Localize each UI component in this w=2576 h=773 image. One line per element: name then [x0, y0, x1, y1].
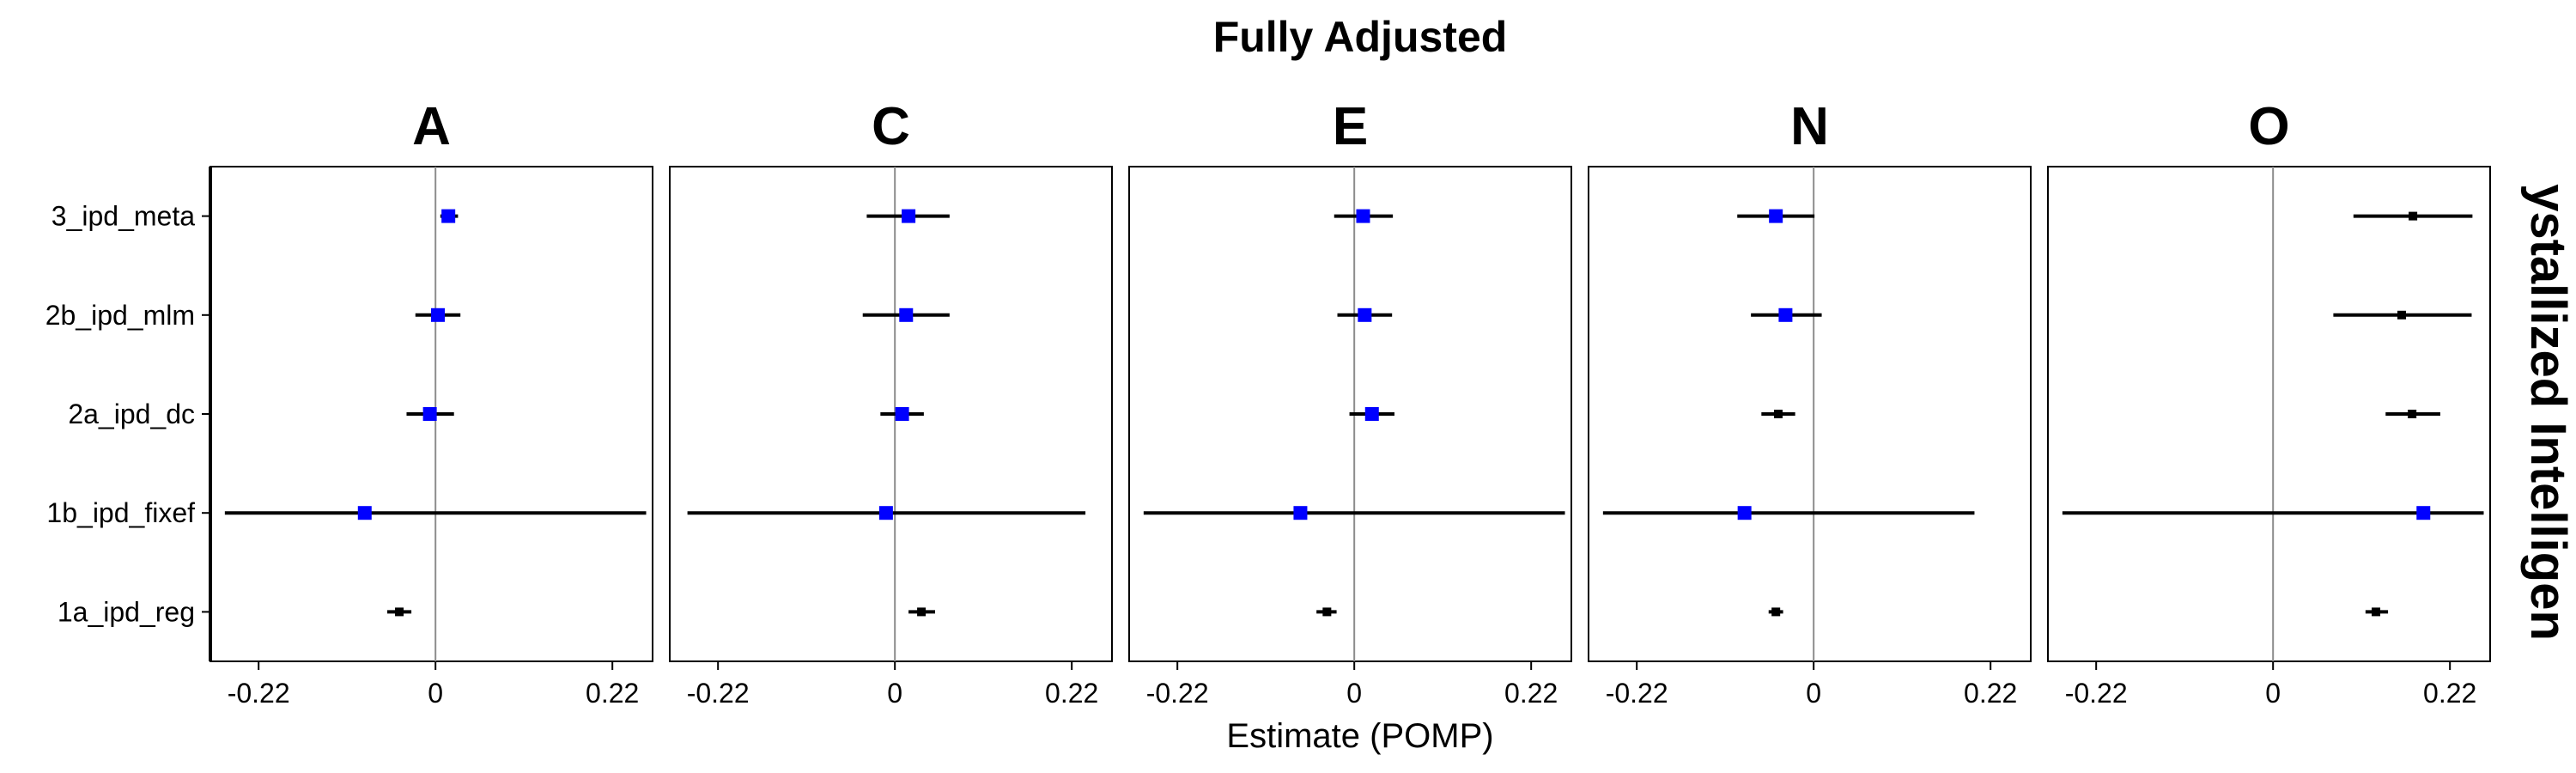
x-tick-label: 0.22: [1964, 678, 2017, 709]
point-estimate: [430, 307, 445, 322]
point-estimate: [1356, 209, 1370, 223]
point-estimate: [395, 607, 404, 617]
x-tick-label: 0.22: [2423, 678, 2476, 709]
point-estimate: [878, 506, 893, 520]
point-estimate: [357, 506, 372, 520]
facet-n: N -0.22 0 0.22: [1588, 97, 2032, 709]
chart-title: Fully Adjusted: [1213, 13, 1508, 61]
x-tick-label: -0.22: [687, 678, 750, 709]
point-estimate: [422, 407, 437, 421]
y-tick-label: 2b_ipd_mlm: [46, 300, 195, 331]
x-tick-label: 0: [2265, 678, 2281, 709]
point-estimate: [899, 307, 914, 322]
x-tick-label: -0.22: [1146, 678, 1209, 709]
point-estimate: [2416, 506, 2431, 520]
facet-a: A -0.22 0 0.22: [210, 97, 653, 709]
point-estimate: [1358, 307, 1372, 322]
facet-c: C -0.22 0 0.22: [669, 97, 1113, 709]
point-estimate: [1778, 307, 1793, 322]
y-tick-label: 2a_ipd_dc: [68, 399, 195, 429]
point-estimate: [2409, 211, 2418, 221]
y-tick-label: 3_ipd_meta: [52, 201, 195, 232]
point-estimate: [902, 209, 916, 223]
x-tick-label: -0.22: [2065, 678, 2128, 709]
point-estimate: [1364, 407, 1379, 421]
facet-title: N: [1790, 97, 1829, 156]
point-estimate: [895, 407, 909, 421]
x-tick-label: -0.22: [228, 678, 290, 709]
point-estimate: [1771, 607, 1781, 617]
x-tick-label: 0.22: [586, 678, 639, 709]
facet-panels: 3_ipd_meta 2b_ipd_mlm 2a_ipd_dc 1b_ipd_fixe…: [46, 97, 2491, 709]
point-estimate: [441, 209, 456, 223]
x-tick-label: 0.22: [1504, 678, 1558, 709]
y-tick-label: 1b_ipd_fixef: [46, 497, 195, 528]
point-estimate: [1773, 410, 1783, 418]
facet-title: C: [872, 97, 910, 156]
facet-o: O -0.22 0 0.22: [2047, 97, 2491, 709]
point-estimate: [1322, 607, 1332, 617]
facet-title: A: [412, 97, 451, 156]
x-tick-label: 0: [428, 678, 443, 709]
x-tick-label: -0.22: [1606, 678, 1668, 709]
x-tick-label: 0: [1346, 678, 1362, 709]
point-estimate: [917, 607, 927, 617]
point-estimate: [1769, 209, 1783, 223]
x-axis-label: Estimate (POMP): [1226, 717, 1493, 755]
y-tick-label: 1a_ipd_reg: [58, 596, 195, 627]
facet-title: E: [1333, 97, 1368, 156]
x-tick-label: 0: [1806, 678, 1821, 709]
x-tick-label: 0.22: [1045, 678, 1098, 709]
point-estimate: [2372, 607, 2381, 617]
point-estimate: [2397, 310, 2406, 320]
x-tick-label: 0: [887, 678, 902, 709]
point-estimate: [2408, 410, 2417, 418]
panel-frame: [1588, 166, 2032, 662]
strip-label: ystallized Intelligen: [2520, 184, 2576, 641]
point-estimate: [1293, 506, 1308, 520]
point-estimate: [1737, 506, 1752, 520]
facet-title: O: [2248, 97, 2289, 156]
facet-e: E -0.22 0 0.22: [1128, 97, 1572, 709]
